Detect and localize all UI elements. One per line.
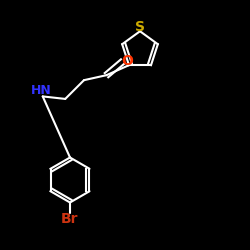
Text: S: S <box>135 20 145 34</box>
Text: Br: Br <box>61 212 79 226</box>
Text: O: O <box>121 54 133 68</box>
Text: HN: HN <box>31 84 52 98</box>
